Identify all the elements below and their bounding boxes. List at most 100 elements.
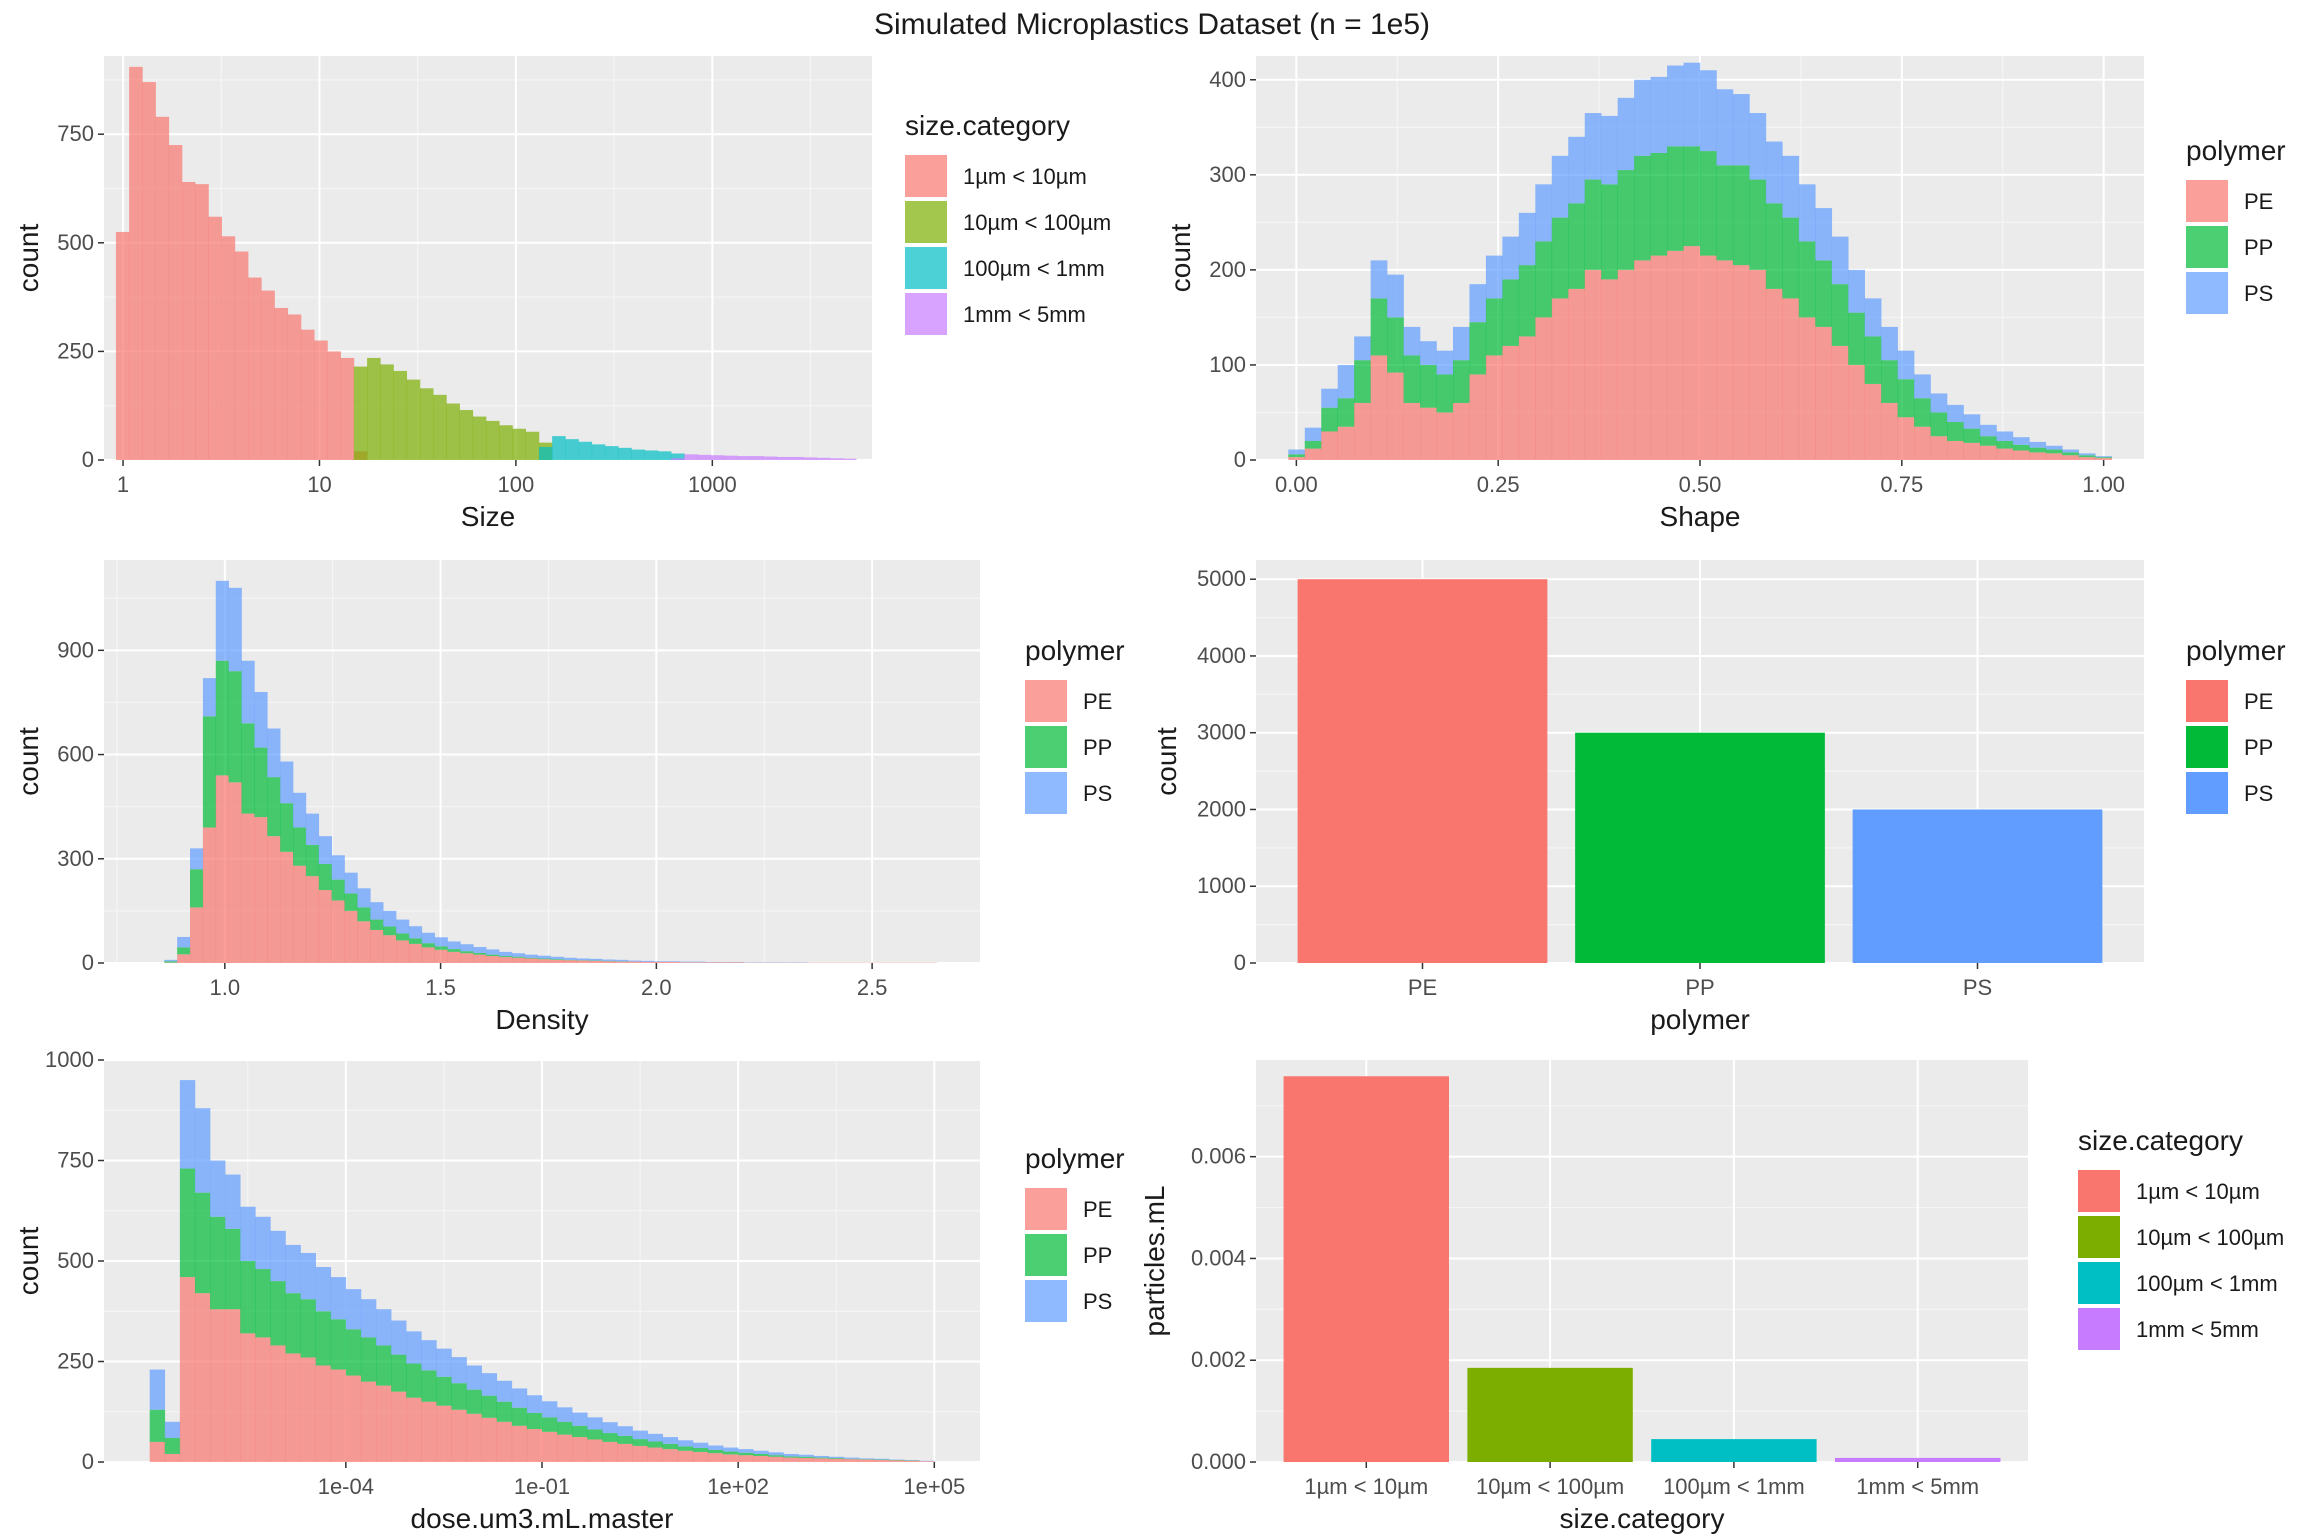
x-axis-title: dose.um3.mL.master: [411, 1503, 674, 1534]
y-axis-title: count: [13, 224, 44, 293]
x-tick-label: 0.00: [1275, 472, 1318, 497]
bars: [1297, 579, 2103, 963]
chart-dose: 0 250 500 750 1000 1e-04 1e-01 1e+02 1e+05 dose.u…: [13, 1047, 1125, 1534]
bar-PP: [447, 949, 461, 952]
bar-PE: [873, 1459, 890, 1462]
bar-PE: [179, 1277, 196, 1462]
bar-PP: [2062, 452, 2080, 456]
bar-PE: [692, 962, 706, 963]
y-tick-label: 0: [1234, 447, 1246, 472]
y-tick-label: 0.002: [1191, 1347, 1246, 1372]
bar-PE: [280, 851, 294, 963]
bar-PS: [550, 956, 564, 960]
bar-PP: [318, 863, 332, 891]
bar-PP: [537, 958, 551, 960]
legend-label: PS: [1083, 781, 1112, 806]
bar-PE: [1337, 426, 1355, 460]
bar-PP: [408, 938, 423, 944]
bar-PE: [330, 1369, 347, 1462]
bar-PS: [406, 1331, 422, 1364]
bar-1mm < 5mm: [710, 455, 725, 460]
bar-PE: [190, 907, 204, 963]
bar-PS: [2078, 453, 2096, 456]
x-tick-label: 0.50: [1679, 472, 1722, 497]
legend-label: PE: [1083, 689, 1112, 714]
bar-PS: [164, 1421, 181, 1438]
bar-PS: [2012, 437, 2030, 445]
legend-title: size.category: [2078, 1125, 2243, 1156]
bar-PP: [2029, 447, 2047, 453]
y-tick-label: 250: [57, 1349, 94, 1374]
bar-1mm < 5mm: [1835, 1457, 2001, 1462]
bar-PE: [679, 962, 693, 963]
legend-swatch: [2078, 1262, 2120, 1304]
legend-title: polymer: [1025, 635, 1125, 666]
bar-PS: [1782, 155, 1800, 218]
bar-PE: [1864, 383, 1882, 460]
y-tick-label: 0: [1234, 950, 1246, 975]
bar-PE: [576, 960, 590, 963]
bar-PS: [164, 959, 178, 962]
bar-PS: [1831, 236, 1849, 285]
bar-PE: [1601, 279, 1618, 460]
bar-PP: [473, 952, 487, 955]
bar-10µm < 100µm: [525, 431, 540, 460]
bar-PP: [1370, 298, 1388, 356]
bar-PE: [194, 1293, 211, 1462]
legend-swatch: [1025, 772, 1067, 814]
bar-PS: [1601, 115, 1618, 185]
bar-PE: [1848, 364, 1865, 460]
bar-PS: [666, 961, 680, 962]
bar-PE: [1700, 255, 1717, 460]
bar-PP: [240, 1261, 256, 1334]
bar-PS: [240, 1206, 256, 1261]
bar-PS: [344, 872, 358, 894]
bar-PE: [1650, 255, 1668, 460]
legend: polymer PE PP PS: [2186, 135, 2286, 314]
bar-PS: [1749, 113, 1767, 180]
bar-PE: [254, 817, 268, 963]
bar-PP: [1947, 421, 1964, 441]
bar-PE: [300, 1357, 316, 1462]
bar-PP: [1848, 312, 1865, 365]
bar-PS: [511, 1388, 528, 1408]
legend-label: 10µm < 100µm: [963, 210, 1111, 235]
bar-1mm < 5mm: [763, 456, 778, 460]
bar-PE: [164, 1453, 181, 1462]
bar-PE: [436, 1405, 452, 1462]
legend-title: polymer: [1025, 1143, 1125, 1174]
bar-PP: [1864, 336, 1882, 384]
bar-PS: [2045, 445, 2063, 450]
bar-PE: [360, 1381, 377, 1462]
bar-10µm < 100µm: [512, 428, 527, 460]
bar-PE: [1436, 412, 1454, 460]
bar-PP: [1732, 165, 1750, 266]
bar-PP: [1765, 203, 1783, 289]
bar-PS: [1930, 393, 1948, 413]
legend-label: PP: [1083, 735, 1112, 760]
bar-PE: [357, 921, 371, 963]
bar-PS: [305, 813, 320, 845]
bar-PS: [345, 1289, 362, 1330]
bar-PP: [383, 926, 397, 936]
bar-PE: [225, 1309, 241, 1462]
bar-PP: [421, 943, 435, 948]
chart-polymer: 0 1000 2000 3000 4000 5000 PE PP PS polymer count p…: [1151, 560, 2286, 1035]
bar-PE: [486, 956, 500, 963]
bar-PP: [1535, 241, 1553, 318]
bars: [1283, 1076, 2001, 1462]
bar-PS: [572, 1412, 588, 1426]
bar-10µm < 100µm: [1467, 1367, 1633, 1462]
legend-swatch: [1025, 1188, 1067, 1230]
bar-PS: [640, 960, 654, 962]
bar-10µm < 100µm: [433, 394, 447, 460]
bar-PE: [2045, 453, 2063, 460]
bar-PS: [647, 1433, 664, 1442]
bar-PE: [1914, 426, 1931, 460]
bar-1mm < 5mm: [697, 454, 712, 460]
legend-label: PS: [2244, 281, 2273, 306]
bar-PP: [344, 893, 358, 911]
bar-10µm < 100µm: [393, 370, 408, 460]
bar-PE: [383, 935, 397, 963]
bar-PP: [241, 723, 255, 814]
